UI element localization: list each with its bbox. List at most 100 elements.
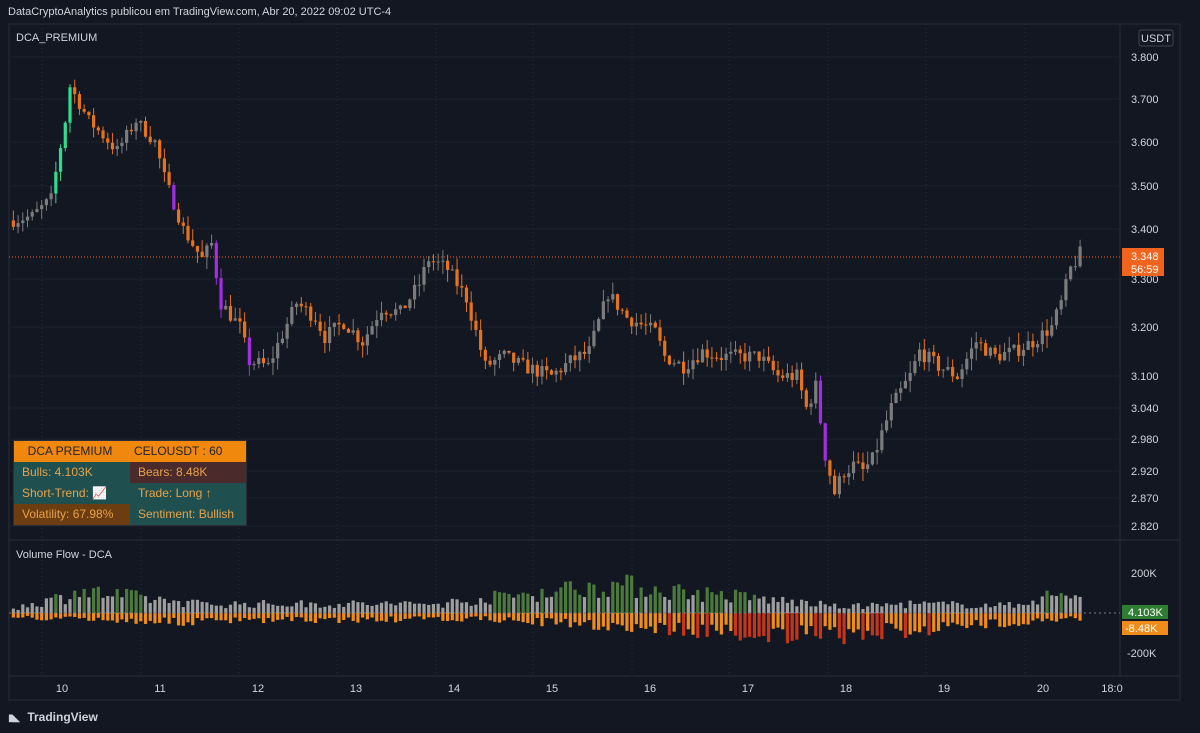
candle-body (469, 302, 473, 321)
candles-layer[interactable] (11, 79, 1082, 499)
candle-body (573, 355, 577, 361)
candle-body (172, 185, 176, 210)
candle-body (1017, 344, 1021, 356)
volume-bar-positive (984, 603, 988, 613)
trade-value: Trade: Long ↑ (130, 483, 246, 504)
candle-body (851, 461, 856, 474)
volume-bar-positive (224, 608, 228, 613)
volume-bar-negative (979, 613, 983, 626)
volume-bar-positive (375, 604, 379, 613)
volume-bar-positive (653, 586, 657, 613)
volume-bar-positive (833, 603, 837, 613)
volume-bar-negative (648, 613, 653, 627)
candle-body (238, 318, 242, 322)
price-axis[interactable]: 3.800 3.700 3.600 3.500 3.400 3.300 3.200 3.100… (1127, 52, 1159, 660)
volume-bar-negative (667, 613, 672, 636)
candle-body (847, 473, 851, 478)
volume-bar-positive (172, 600, 176, 613)
volume-bar-negative (337, 613, 341, 623)
volume-bar-positive (25, 607, 30, 613)
volume-tick-label: -200K (1127, 648, 1157, 660)
volume-bar-negative (1054, 613, 1059, 622)
candle-body (903, 380, 908, 389)
volume-bar-positive (469, 605, 473, 613)
volume-bar-positive (951, 601, 955, 613)
volume-bar-negative (365, 613, 369, 620)
volume-bar-positive (379, 602, 384, 613)
candle-body (875, 450, 879, 453)
candle-body (153, 140, 157, 143)
volume-bar-positive (545, 597, 549, 613)
candle-body (955, 376, 959, 379)
volume-bar-negative (464, 613, 469, 619)
volume-bar-positive (1002, 605, 1007, 613)
volume-bar-negative (403, 613, 407, 619)
volume-bar-positive (464, 602, 469, 613)
candle-body (1036, 344, 1040, 348)
volume-bar-negative (474, 613, 478, 617)
volume-bar-positive (200, 601, 204, 613)
price-tick-label: 2.920 (1131, 466, 1159, 478)
volume-bar-negative (469, 613, 473, 617)
volume-bar-positive (686, 599, 690, 613)
volume-bar-positive (630, 575, 634, 613)
currency-label-box[interactable] (1138, 29, 1174, 47)
volume-bar-negative (837, 613, 841, 639)
volume-bar-positive (309, 602, 313, 613)
volume-bar-negative (162, 613, 166, 618)
volume-bar-positive (115, 589, 119, 613)
volume-bar-positive (120, 597, 124, 613)
volume-bar-positive (738, 592, 742, 613)
grid-lines (9, 24, 1120, 676)
candle-body (299, 303, 303, 307)
volume-bar-positive (186, 600, 190, 613)
volume-bar-positive (866, 606, 870, 613)
volume-bar-positive (323, 606, 327, 613)
candle-body (800, 369, 804, 391)
candle-body (162, 158, 166, 173)
volume-bar-negative (148, 613, 152, 621)
volume-bar-positive (63, 604, 67, 613)
volume-bar-negative (776, 613, 780, 628)
volume-bar-positive (176, 601, 181, 613)
candle-body (1059, 300, 1063, 310)
candle-body (87, 111, 91, 116)
candle-body (601, 301, 605, 320)
candle-body (946, 366, 950, 370)
volume-bar-positive (167, 602, 171, 613)
volume-bar-negative (918, 613, 922, 633)
candle-body (752, 351, 756, 353)
candle-body (261, 358, 266, 364)
candle-body (497, 354, 502, 360)
volume-bar-positive (667, 599, 672, 613)
candle-body (842, 476, 846, 478)
volume-bar-positive (436, 603, 440, 613)
volume-bar-negative (568, 613, 572, 628)
volume-bar-negative (243, 613, 247, 619)
volume-bar-positive (243, 602, 247, 613)
volume-bar-negative (818, 613, 823, 639)
tradingview-brand[interactable]: ▮◣ TradingView (8, 710, 98, 724)
volume-bar-positive (828, 606, 832, 613)
time-tick-label: 15 (546, 683, 558, 695)
volume-bar-positive (21, 604, 25, 613)
volume-bar-negative (479, 613, 483, 621)
volume-bar-negative (21, 613, 25, 618)
time-tick-label: 10 (56, 683, 68, 695)
volume-bar-negative (224, 613, 228, 621)
volume-bar-positive (705, 587, 709, 613)
volume-bar-negative (601, 613, 605, 627)
candle-body (446, 260, 450, 270)
candle-body (592, 330, 596, 347)
candle-body (823, 423, 827, 461)
volume-bar-positive (214, 605, 218, 613)
volume-bar-positive (502, 592, 506, 613)
candle-body (884, 420, 889, 431)
volume-bar-positive (762, 596, 766, 613)
volume-bar-negative (16, 613, 20, 618)
volume-bar-negative (110, 613, 115, 621)
candle-body (587, 346, 591, 354)
candle-body (969, 348, 974, 359)
time-axis[interactable]: 10 11 12 13 14 15 16 17 18 19 20 18:0 (56, 683, 1123, 695)
